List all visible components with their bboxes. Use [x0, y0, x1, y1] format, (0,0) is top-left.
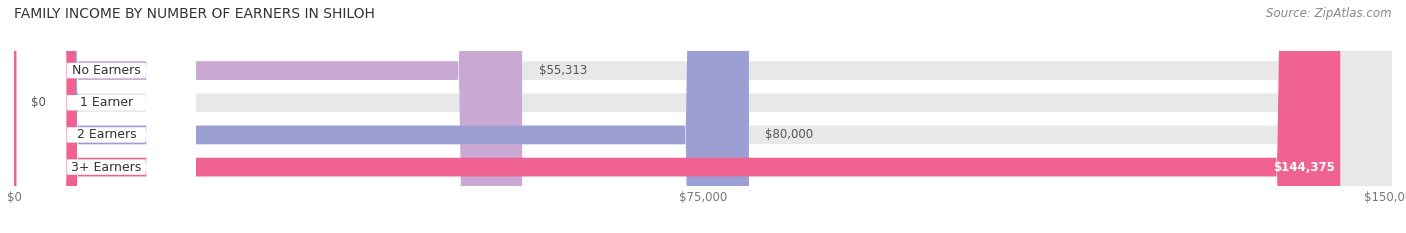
Text: $80,000: $80,000 [765, 128, 814, 141]
FancyBboxPatch shape [17, 0, 195, 233]
FancyBboxPatch shape [14, 0, 1392, 233]
FancyBboxPatch shape [0, 0, 79, 233]
Text: 1 Earner: 1 Earner [80, 96, 134, 109]
Text: 3+ Earners: 3+ Earners [72, 161, 142, 174]
FancyBboxPatch shape [14, 0, 1340, 233]
Text: $0: $0 [31, 96, 45, 109]
FancyBboxPatch shape [14, 0, 749, 233]
FancyBboxPatch shape [14, 0, 1392, 233]
FancyBboxPatch shape [14, 0, 1392, 233]
FancyBboxPatch shape [17, 0, 195, 233]
Text: $144,375: $144,375 [1272, 161, 1334, 174]
Text: No Earners: No Earners [72, 64, 141, 77]
Text: $55,313: $55,313 [538, 64, 586, 77]
Text: 2 Earners: 2 Earners [76, 128, 136, 141]
FancyBboxPatch shape [14, 0, 522, 233]
Text: FAMILY INCOME BY NUMBER OF EARNERS IN SHILOH: FAMILY INCOME BY NUMBER OF EARNERS IN SH… [14, 7, 375, 21]
FancyBboxPatch shape [17, 0, 195, 233]
Text: Source: ZipAtlas.com: Source: ZipAtlas.com [1267, 7, 1392, 20]
FancyBboxPatch shape [17, 0, 195, 233]
FancyBboxPatch shape [14, 0, 1392, 233]
